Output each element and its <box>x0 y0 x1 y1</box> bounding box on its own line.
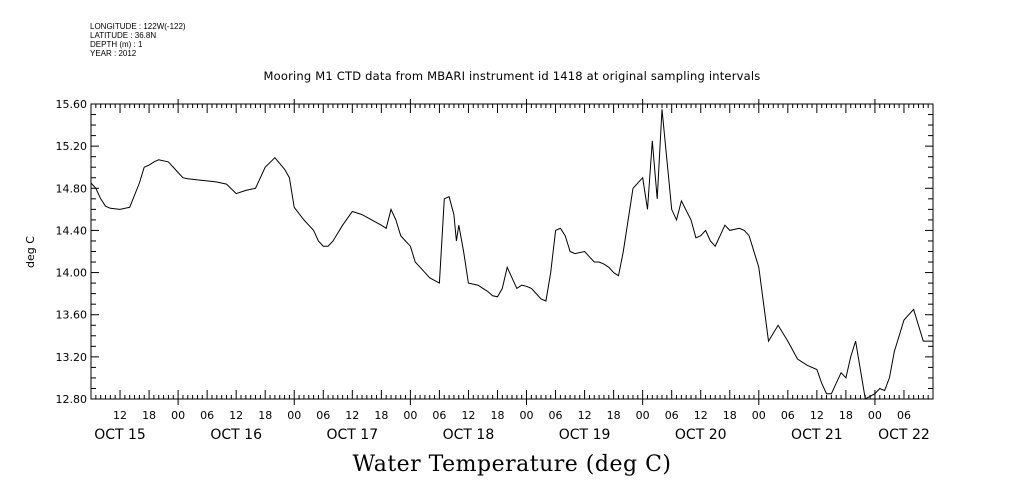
x-hour-label: 00 <box>636 409 650 422</box>
x-hour-label: 18 <box>607 409 621 422</box>
dataset-metadata: LONGITUDE : 122W(-122) LATITUDE : 36.8N … <box>90 22 186 58</box>
temperature-series-line <box>90 109 933 400</box>
latitude-text: LATITUDE : 36.8N <box>90 31 157 40</box>
x-hour-label: 00 <box>520 409 534 422</box>
year-text: YEAR : 2012 <box>90 49 137 58</box>
chart-title: Mooring M1 CTD data from MBARI instrumen… <box>263 69 761 83</box>
y-tick-label: 15.60 <box>56 98 88 111</box>
x-hour-label: 00 <box>403 409 417 422</box>
x-hour-label: 06 <box>432 409 446 422</box>
x-hour-label: 12 <box>694 409 708 422</box>
x-tick-labels: 12 18 00 06 12 18 00 06 12 18 00 06 12 18 00 06 12 18 00 06… <box>113 409 911 422</box>
x-hour-label: 06 <box>200 409 214 422</box>
x-hour-label: 00 <box>287 409 301 422</box>
x-day-label: OCT 19 <box>559 427 611 443</box>
y-tick-label: 14.00 <box>56 267 88 280</box>
x-day-label: OCT 15 <box>94 427 146 443</box>
y-tick-label: 15.20 <box>56 140 88 153</box>
day-labels: OCT 15 OCT 16 OCT 17 OCT 18 OCT 19 OCT 20 OCT … <box>94 427 930 443</box>
x-hour-label: 18 <box>142 409 156 422</box>
x-day-label: OCT 20 <box>675 427 727 443</box>
x-hour-label: 06 <box>549 409 563 422</box>
x-hour-label: 00 <box>752 409 766 422</box>
y-tick-labels: 12.80 13.20 13.60 14.00 14.40 14.80 15.20 15.60 <box>56 98 88 406</box>
depth-text: DEPTH (m) : 1 <box>90 40 143 49</box>
longitude-text: LONGITUDE : 122W(-122) <box>90 22 186 31</box>
x-day-label: OCT 22 <box>878 427 930 443</box>
x-hour-label: 12 <box>113 409 127 422</box>
y-tick-label: 14.40 <box>56 224 88 237</box>
x-day-label: OCT 21 <box>791 427 843 443</box>
x-hour-label: 12 <box>810 409 824 422</box>
x-hour-label: 12 <box>345 409 359 422</box>
x-hour-label: 18 <box>839 409 853 422</box>
plot-frame <box>90 103 934 400</box>
x-hour-label: 06 <box>316 409 330 422</box>
x-hour-label: 18 <box>374 409 388 422</box>
x-hour-label: 06 <box>897 409 911 422</box>
x-hour-label: 18 <box>723 409 737 422</box>
y-tick-label: 14.80 <box>56 182 88 195</box>
x-day-label: OCT 16 <box>210 427 262 443</box>
x-day-label: OCT 17 <box>326 427 378 443</box>
x-hour-label: 18 <box>490 409 504 422</box>
axis-ticks <box>90 99 934 405</box>
x-hour-label: 12 <box>578 409 592 422</box>
x-hour-label: 06 <box>665 409 679 422</box>
x-hour-label: 18 <box>258 409 272 422</box>
y-tick-label: 12.80 <box>56 393 88 406</box>
x-hour-label: 00 <box>868 409 882 422</box>
y-tick-label: 13.60 <box>56 309 88 322</box>
x-hour-label: 06 <box>781 409 795 422</box>
chart-subtitle: Water Temperature (deg C) <box>352 452 672 477</box>
y-axis-label: deg C <box>24 236 37 268</box>
x-hour-label: 12 <box>461 409 475 422</box>
x-hour-label: 00 <box>171 409 185 422</box>
x-hour-label: 12 <box>229 409 243 422</box>
y-tick-label: 13.20 <box>56 351 88 364</box>
x-day-label: OCT 18 <box>443 427 495 443</box>
